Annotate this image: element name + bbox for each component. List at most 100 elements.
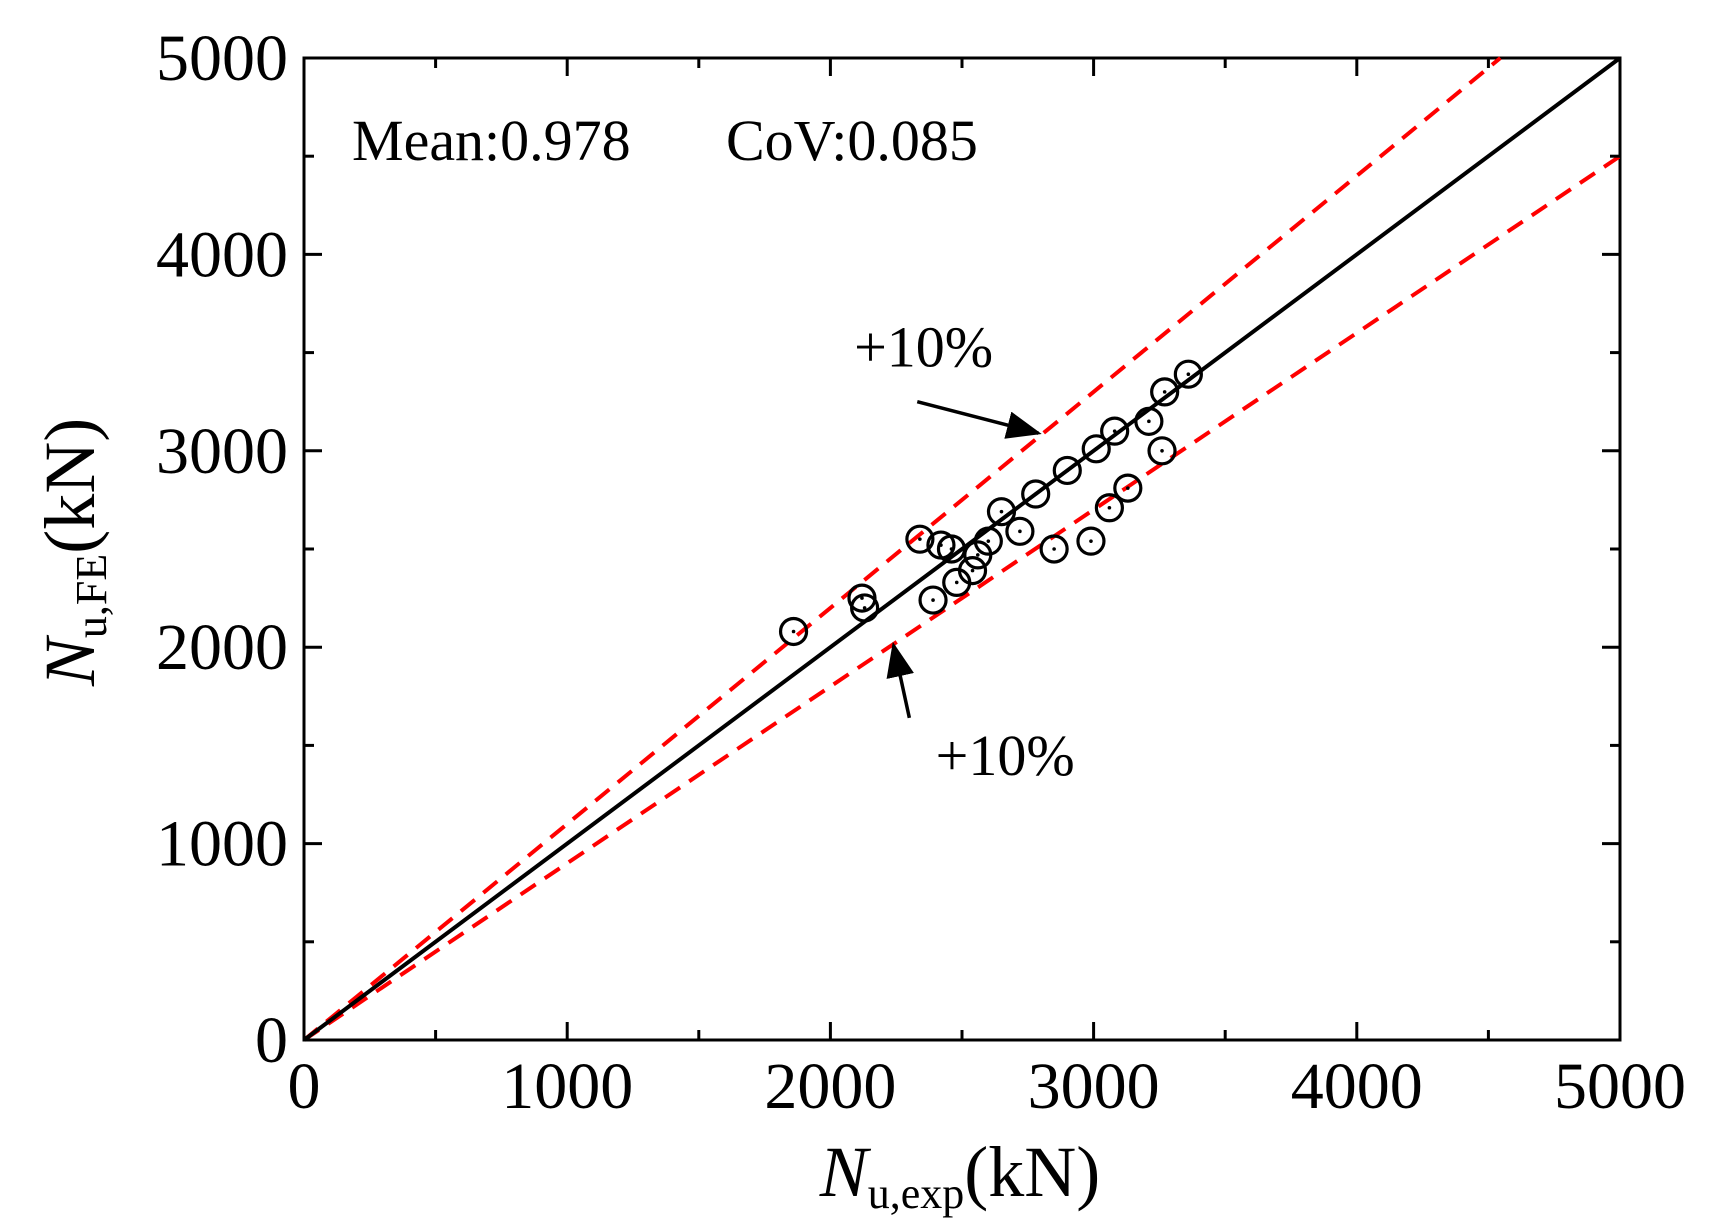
data-point-center: [970, 568, 975, 573]
data-point: [918, 585, 948, 615]
data-point-ring: [1150, 377, 1180, 407]
annotations: +10% +10%: [854, 314, 1075, 788]
y-tick-label: 0: [255, 1004, 288, 1077]
y-tick-label: 4000: [156, 218, 288, 291]
y-tick-labels: 0 1000 2000 3000 4000 5000: [156, 22, 288, 1077]
x-axis-unit: (kN): [964, 1132, 1100, 1212]
y-tick-label: 2000: [156, 611, 288, 684]
axis-ticks: [302, 56, 1622, 1042]
x-axis-symbol: N: [819, 1132, 872, 1212]
data-point: [1134, 406, 1164, 436]
data-point: [1100, 416, 1130, 446]
bound-lines: [302, 56, 1622, 1042]
data-point-center: [1089, 539, 1093, 543]
data-point-center: [1018, 529, 1022, 534]
data-point-ring: [986, 497, 1017, 527]
y-axis-subscript: u,FE: [67, 554, 116, 638]
x-tick-labels: 0 1000 2000 3000 4000 5000: [288, 1050, 1687, 1123]
bound-line-1: [302, 56, 1502, 1042]
data-point: [1005, 516, 1035, 546]
data-point-center: [954, 580, 959, 585]
data-point-center: [999, 509, 1004, 514]
x-tick-label: 1000: [501, 1050, 633, 1123]
data-point: [905, 524, 935, 554]
data-point-ring: [1039, 534, 1069, 564]
annotation-1: +10%: [854, 314, 1042, 439]
data-point-ring: [918, 585, 948, 615]
data-point: [986, 497, 1017, 527]
data-point: [778, 616, 809, 647]
x-axis-title: Nu,exp(kN): [819, 1132, 1101, 1218]
data-point: [1076, 526, 1106, 556]
data-point-ring: [1005, 516, 1035, 546]
bound-line-2: [302, 154, 1622, 1042]
data-point-center: [1065, 468, 1070, 473]
annotation-arrow: [916, 400, 1042, 439]
x-tick-label: 2000: [764, 1050, 896, 1123]
data-point: [957, 556, 988, 586]
data-point: [973, 526, 1003, 556]
data-point-center: [791, 629, 796, 634]
data-point: [1113, 473, 1143, 503]
data-point-center: [975, 553, 980, 557]
data-point-ring: [1052, 455, 1082, 486]
x-tick-label: 0: [288, 1050, 321, 1123]
data-point-ring: [1094, 493, 1124, 523]
data-point-ring: [957, 556, 988, 586]
data-point: [850, 593, 880, 623]
data-point-center: [1112, 429, 1117, 433]
data-point-ring: [905, 524, 935, 554]
data-point-center: [949, 547, 954, 551]
data-point-center: [986, 539, 991, 543]
data-point-ring: [1076, 526, 1106, 556]
data-point-center: [1160, 449, 1164, 453]
data-point-center: [1052, 547, 1056, 551]
annotation-label: +10%: [854, 314, 993, 379]
y-tick-label: 1000: [156, 808, 288, 881]
data-point: [1150, 377, 1180, 407]
data-point-ring: [778, 616, 809, 647]
data-point-center: [1094, 447, 1099, 451]
data-point-center: [1126, 486, 1130, 490]
y-axis-symbol: N: [30, 634, 110, 687]
data-point-ring: [850, 593, 880, 623]
data-point-center: [1147, 419, 1151, 424]
data-point-center: [918, 537, 922, 541]
data-point-ring: [1113, 473, 1143, 503]
data-point: [1081, 434, 1111, 464]
x-tick-label: 5000: [1554, 1050, 1686, 1123]
reference-line-group: [302, 56, 1622, 1042]
annotation-2: +10%: [886, 641, 1075, 788]
data-point-ring: [1021, 479, 1051, 509]
data-point-ring: [1173, 359, 1203, 389]
data-point-ring: [973, 526, 1003, 556]
data-point-center: [1107, 505, 1112, 510]
data-point: [1039, 534, 1069, 564]
stats-cov: CoV:0.085: [726, 108, 978, 173]
data-point-center: [862, 606, 867, 610]
data-point-center: [860, 596, 864, 600]
data-point-ring: [1147, 436, 1177, 466]
stats-mean: Mean:0.978: [352, 108, 631, 173]
x-tick-label: 3000: [1028, 1050, 1160, 1123]
data-point-center: [1186, 372, 1191, 377]
data-point-ring: [1134, 406, 1164, 436]
annotation-arrow: [886, 641, 914, 719]
data-point: [1147, 436, 1177, 466]
reference-line: [302, 56, 1622, 1042]
data-points: [778, 359, 1203, 647]
data-point: [1173, 359, 1203, 389]
data-point: [1094, 493, 1124, 523]
y-tick-label: 3000: [156, 415, 288, 488]
x-axis-subscript: u,exp: [868, 1169, 965, 1218]
data-point-center: [1033, 492, 1038, 496]
annotation-label: +10%: [936, 723, 1075, 788]
y-tick-label: 5000: [156, 22, 288, 95]
data-point-center: [931, 598, 935, 602]
y-axis-unit: (kN): [30, 418, 110, 554]
data-point-center: [1162, 390, 1167, 394]
data-point-ring: [1081, 434, 1111, 464]
data-point: [1052, 455, 1082, 486]
data-point-ring: [1100, 416, 1130, 446]
